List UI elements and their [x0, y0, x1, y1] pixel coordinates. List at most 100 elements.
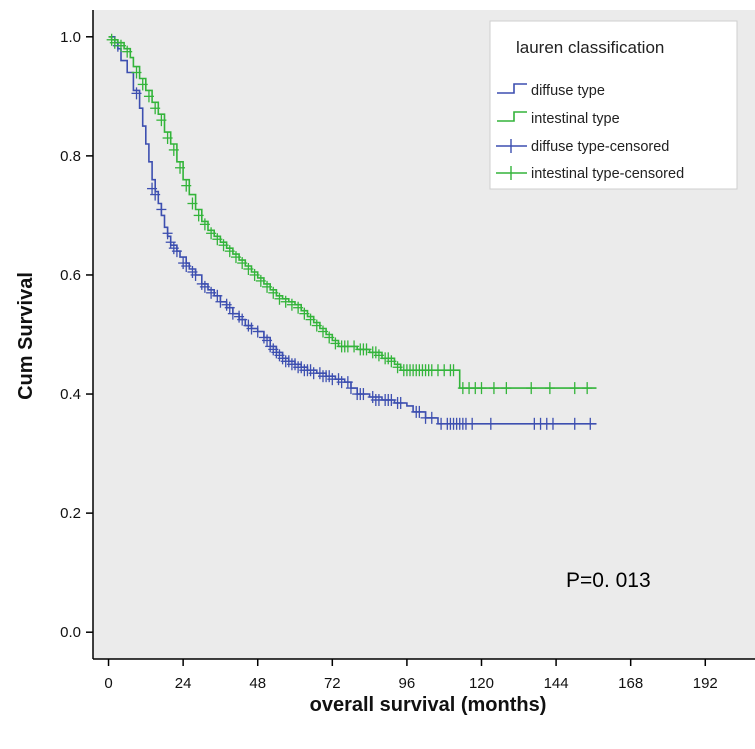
legend-entry: intestinal type-censored	[496, 166, 684, 182]
legend-entry-label: intestinal type	[531, 111, 620, 127]
intestinal-censor-mark	[212, 233, 223, 246]
intestinal-censor-mark	[162, 132, 173, 145]
legend-entry: diffuse type-censored	[496, 139, 669, 155]
diffuse-censor-mark	[156, 203, 167, 216]
intestinal-censor-mark	[324, 331, 335, 344]
legend-entry-label: diffuse type-censored	[531, 139, 669, 155]
diffuse-censor-mark	[395, 396, 406, 409]
legend-entry: intestinal type	[497, 111, 620, 127]
intestinal-censor-mark	[448, 364, 459, 377]
series-layer	[106, 33, 597, 430]
x-tick-label: 192	[693, 675, 718, 692]
intestinal-censor-mark	[175, 161, 186, 174]
x-axis-title: overall survival (months)	[310, 694, 547, 716]
legend-step-symbol	[497, 111, 527, 122]
intestinal-censor-mark	[330, 337, 341, 350]
legend-entry: diffuse type	[497, 83, 605, 99]
legend-title: lauren classification	[516, 38, 664, 57]
y-tick-label: 1.0	[60, 29, 81, 46]
diffuse-censor-mark	[414, 405, 425, 418]
intestinal-censor-mark	[131, 66, 142, 79]
y-tick-label: 0.6	[60, 267, 81, 284]
intestinal-censor-mark	[150, 102, 161, 115]
intestinal-censor-mark	[386, 355, 397, 368]
intestinal-censor-mark	[249, 268, 260, 281]
intestinal-censor-mark	[293, 301, 304, 314]
legend: lauren classification diffuse type intest…	[489, 20, 738, 190]
x-axis-ticks: 0 24 48 72 96 120 144 168 192	[104, 659, 718, 692]
legend-step-symbol	[497, 83, 527, 94]
intestinal-censor-mark	[317, 325, 328, 338]
intestinal-censor-mark	[156, 114, 167, 127]
diffuse-censor-mark	[199, 280, 210, 293]
intestinal-censor-mark	[311, 319, 322, 332]
intestinal-censor-mark	[137, 78, 148, 91]
y-tick-label: 0.4	[60, 386, 81, 403]
diffuse-censor-mark	[246, 322, 257, 335]
diffuse-censor-mark	[345, 382, 356, 395]
diffuse-censor-mark	[547, 417, 558, 430]
intestinal-censor-mark	[115, 39, 126, 52]
intestinal-censor-mark	[255, 274, 266, 287]
x-tick-label: 72	[324, 675, 341, 692]
x-tick-label: 168	[618, 675, 643, 692]
diffuse-censor-mark	[131, 87, 142, 100]
x-tick-label: 120	[469, 675, 494, 692]
legend-box	[489, 20, 738, 190]
intestinal-censor-mark	[230, 251, 241, 264]
intestinal-censor-mark	[392, 361, 403, 374]
intestinal-censor-mark	[569, 382, 580, 395]
x-tick-label: 0	[104, 675, 112, 692]
intestinal-censor-mark	[193, 209, 204, 222]
legend-entries: diffuse type intestinal type diffuse type-…	[496, 83, 684, 182]
p-value-annotation: P=0. 013	[566, 569, 651, 592]
intestinal-censor-mark	[206, 227, 217, 240]
intestinal-censor-mark	[187, 197, 198, 210]
y-axis-title: Cum Survival	[15, 272, 37, 400]
diffuse-censor-mark	[386, 393, 397, 406]
y-axis-ticks: 0.0 0.2 0.4 0.6 0.8 1.0	[60, 29, 93, 641]
intestinal-censor-mark	[168, 143, 179, 156]
diffuse-censor-mark	[426, 411, 437, 424]
diffuse-censor-mark	[569, 417, 580, 430]
intestinal-censor-mark	[122, 45, 133, 58]
intestinal-censor-mark	[181, 179, 192, 192]
diffuse-censor-mark	[190, 268, 201, 281]
intestinal-censor-mark	[305, 313, 316, 326]
diffuse-censor-mark	[485, 417, 496, 430]
diffuse-censor-mark	[206, 286, 217, 299]
diffuse-censor-mark	[467, 417, 478, 430]
diffuse-censor-mark	[358, 388, 369, 401]
intestinal-censor-mark	[476, 382, 487, 395]
intestinal-censor-mark	[501, 382, 512, 395]
intestinal-censor-mark	[218, 239, 229, 252]
intestinal-censor-mark	[280, 295, 291, 308]
intestinal-censor-mark	[488, 382, 499, 395]
intestinal-censor-mark	[237, 257, 248, 270]
diffuse-censor-mark	[237, 313, 248, 326]
intestinal-censor-mark	[243, 263, 254, 276]
intestinal-censor-mark	[224, 245, 235, 258]
diffuse-censor-mark	[215, 295, 226, 308]
intestinal-censor-mark	[526, 382, 537, 395]
intestinal-censor-mark	[361, 343, 372, 356]
diffuse-censor-mark	[252, 325, 263, 338]
intestinal-censor-mark	[349, 340, 360, 353]
diffuse-censor-mark	[162, 227, 173, 240]
intestinal-censor-mark	[299, 307, 310, 320]
diffuse-censor-mark	[227, 307, 238, 320]
diffuse-censor-mark	[171, 245, 182, 258]
intestinal-censor-mark	[109, 36, 120, 49]
y-tick-label: 0.8	[60, 148, 81, 165]
intestinal-censor-mark	[199, 218, 210, 231]
intestinal-censor-mark	[268, 286, 279, 299]
y-tick-label: 0.2	[60, 505, 81, 522]
x-tick-label: 24	[175, 675, 192, 692]
intestinal-censor-mark	[544, 382, 555, 395]
legend-entry-label: intestinal type-censored	[531, 166, 684, 182]
x-tick-label: 96	[399, 675, 416, 692]
diffuse-censor-mark	[181, 260, 192, 273]
intestinal-censor-mark	[286, 298, 297, 311]
